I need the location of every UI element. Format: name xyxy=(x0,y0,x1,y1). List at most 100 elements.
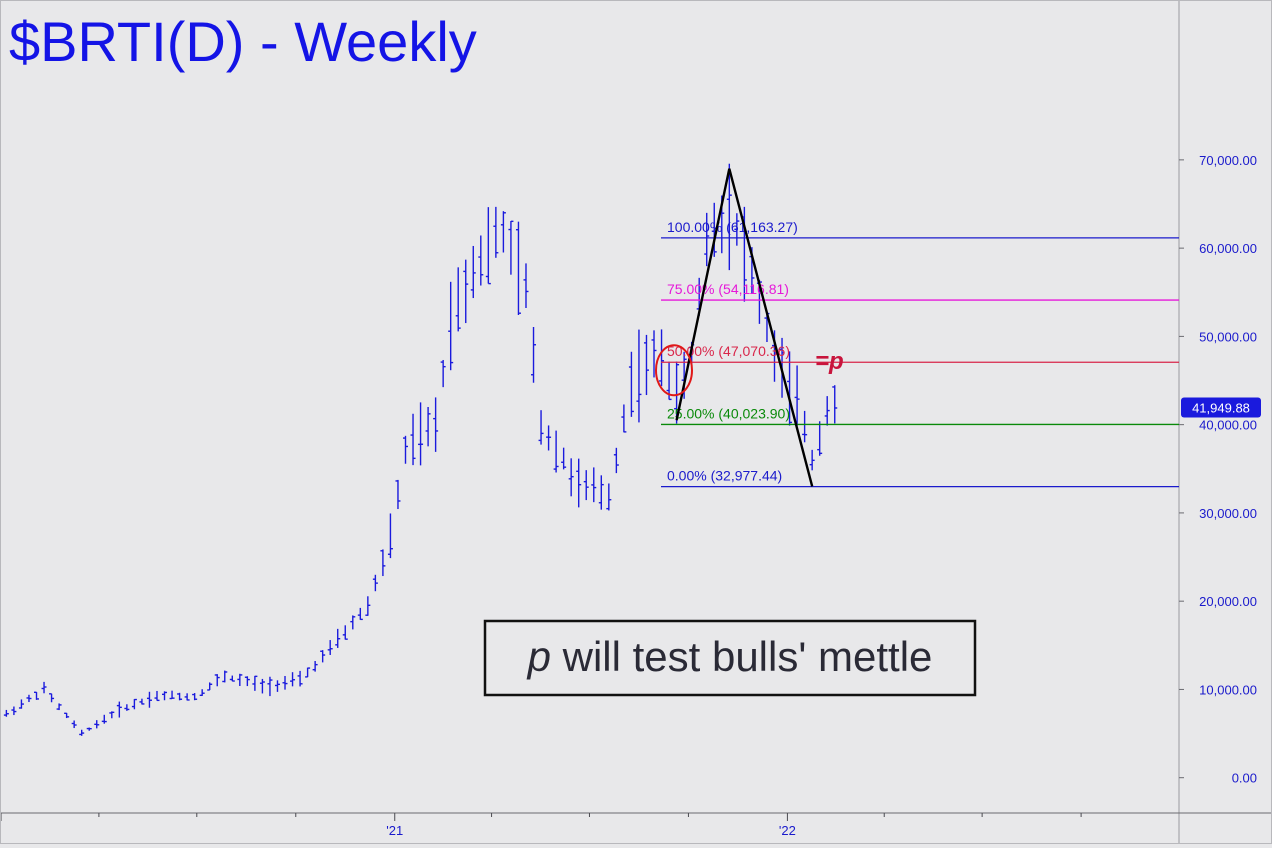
price-bar xyxy=(531,326,537,383)
price-bar xyxy=(478,235,484,286)
y-tick-label: 10,000.00 xyxy=(1199,682,1257,697)
price-bar xyxy=(192,693,198,701)
annotation-italic: p xyxy=(526,633,551,680)
price-bar xyxy=(583,470,589,501)
last-price-label: 41,949.88 xyxy=(1192,400,1250,415)
price-bar xyxy=(64,712,70,719)
price-bar xyxy=(109,711,115,719)
price-bar xyxy=(794,365,800,426)
price-bar xyxy=(591,467,597,503)
annotation-box xyxy=(483,619,977,697)
price-bar xyxy=(162,691,168,701)
price-bar xyxy=(146,691,152,708)
price-bar xyxy=(327,640,333,655)
price-bar xyxy=(651,330,657,378)
price-bar xyxy=(297,670,303,687)
price-bar xyxy=(787,351,793,426)
price-bar xyxy=(598,475,604,510)
price-bar xyxy=(546,425,552,451)
price-bar xyxy=(613,447,619,474)
price-bar xyxy=(350,615,356,630)
price-bar xyxy=(274,680,280,692)
price-bar xyxy=(131,698,137,710)
price-bar xyxy=(606,483,612,511)
price-bar xyxy=(116,701,122,718)
annotation-text: p will test bulls' mettle xyxy=(526,633,933,680)
chart-title: $BRTI(D) - Weekly xyxy=(9,10,477,73)
last-price-badge xyxy=(1181,397,1261,418)
price-bar xyxy=(320,650,326,663)
price-bar xyxy=(229,675,235,682)
price-bar xyxy=(455,267,461,332)
price-bar xyxy=(711,202,717,257)
price-bar xyxy=(94,720,100,729)
x-tick-label: '22 xyxy=(779,823,796,838)
price-bar xyxy=(56,703,62,711)
price-bar xyxy=(643,334,649,396)
price-bar xyxy=(18,699,24,709)
price-bar xyxy=(267,676,273,697)
y-tick-label: 60,000.00 xyxy=(1199,241,1257,256)
price-bar xyxy=(425,406,431,447)
price-bar xyxy=(305,667,311,678)
y-tick-label: 50,000.00 xyxy=(1199,329,1257,344)
price-bar xyxy=(704,212,710,267)
price-bar xyxy=(11,706,17,716)
price-bar xyxy=(3,709,9,717)
price-bar xyxy=(387,513,393,559)
price-bar xyxy=(169,690,175,700)
price-bar xyxy=(139,698,145,705)
price-bar xyxy=(184,693,190,701)
price-bar xyxy=(26,694,32,703)
price-bar xyxy=(493,206,499,258)
abc-pattern-line xyxy=(675,168,814,487)
price-bar xyxy=(726,163,732,271)
price-bar xyxy=(515,221,521,315)
price-bar xyxy=(628,351,634,417)
price-bar xyxy=(357,607,363,621)
price-bar xyxy=(214,674,220,687)
y-tick-label: 70,000.00 xyxy=(1199,153,1257,168)
price-bar xyxy=(485,207,491,285)
price-bar xyxy=(237,673,243,686)
price-bar xyxy=(666,361,672,401)
price-bar xyxy=(335,628,341,648)
price-bar xyxy=(244,676,250,687)
y-tick-label: 30,000.00 xyxy=(1199,506,1257,521)
price-bar xyxy=(380,549,386,577)
price-bar xyxy=(199,689,205,697)
price-bar xyxy=(553,430,559,473)
price-bar xyxy=(49,693,55,703)
y-tick-label: 20,000.00 xyxy=(1199,594,1257,609)
price-bar xyxy=(154,690,160,702)
price-bar xyxy=(410,413,416,466)
price-bar xyxy=(817,421,823,456)
price-bar xyxy=(470,245,476,299)
fib-level-label: 100.00% (61,163.27) xyxy=(667,219,798,235)
price-bar xyxy=(500,211,506,253)
price-bar xyxy=(101,714,107,724)
fib-level-label: 75.00% (54,116.81) xyxy=(667,281,789,297)
price-bar xyxy=(372,574,378,592)
price-bar xyxy=(561,447,567,470)
annotation-rest: will test bulls' mettle xyxy=(551,633,932,680)
target-marker-label: =p xyxy=(815,348,844,375)
price-bar xyxy=(41,681,47,694)
price-bar xyxy=(440,359,446,388)
price-bar xyxy=(312,661,318,672)
price-bar xyxy=(448,281,454,371)
price-bar xyxy=(674,361,680,424)
price-bar xyxy=(802,410,808,443)
price-bar xyxy=(734,213,740,246)
price-bar xyxy=(824,396,830,426)
price-bar xyxy=(538,410,544,445)
price-bar xyxy=(508,220,514,275)
price-bar xyxy=(177,692,183,701)
y-tick-label: 0.00 xyxy=(1232,771,1257,786)
price-bar xyxy=(418,402,424,466)
price-bar xyxy=(463,259,469,324)
price-bar xyxy=(34,691,40,700)
price-bar xyxy=(282,675,288,690)
